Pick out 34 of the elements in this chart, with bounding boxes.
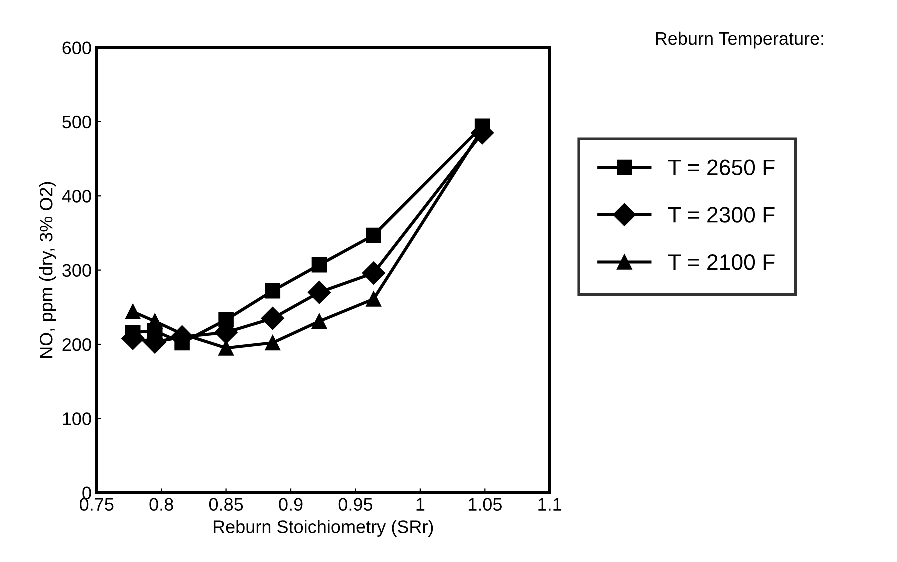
legend-title: Reburn Temperature: [656, 32, 824, 49]
point [308, 281, 331, 304]
x-tick-label: 0.8 [150, 498, 174, 511]
point [366, 228, 382, 244]
point [366, 292, 382, 307]
x-tick-label: 1 [416, 498, 425, 511]
x-tick-label: 0.95 [338, 498, 373, 511]
point [218, 340, 234, 356]
legend-label: T = 2300 F [668, 207, 775, 223]
point [125, 304, 141, 320]
legend-label: T = 2100 F [668, 254, 775, 270]
x-tick-label: 0.75 [80, 498, 114, 511]
legend-label: T = 2650 F [668, 160, 775, 176]
point [265, 335, 281, 351]
point [218, 312, 234, 328]
y-axis-title: NO, ppm (dry, 3% O2) [40, 182, 56, 358]
point [147, 324, 163, 339]
y-tick-label: 400 [62, 190, 92, 203]
y-tick-label: 200 [62, 338, 92, 352]
x-tick-label: 1.05 [468, 498, 502, 511]
point [265, 283, 281, 299]
point [261, 307, 284, 330]
y-tick-label: 100 [63, 412, 92, 426]
y-tick-label: 600 [62, 42, 92, 54]
point [312, 314, 328, 330]
x-tick-label: 0.9 [279, 498, 303, 511]
y-tick-label: 0 [82, 486, 92, 500]
point [362, 262, 386, 285]
x-axis-title: Reburn Stoichiometry (SRr) [214, 520, 434, 537]
x-tick-label: 1.1 [538, 498, 562, 511]
y-tick-label: 300 [62, 264, 92, 278]
y-tick-label: 500 [62, 116, 92, 129]
x-tick-label: 0.85 [209, 498, 244, 511]
point [312, 257, 328, 273]
